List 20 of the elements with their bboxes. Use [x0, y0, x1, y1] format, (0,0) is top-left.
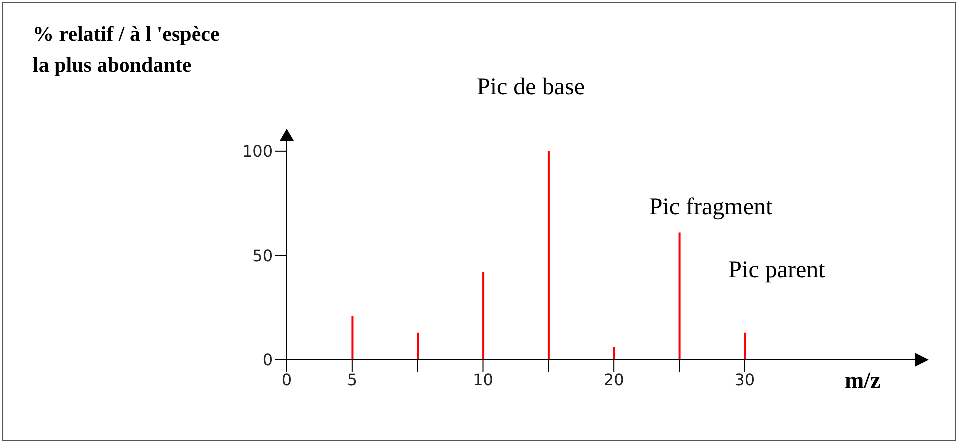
x-tick-label: 5: [347, 370, 358, 390]
y-tick-label: 0: [262, 350, 273, 370]
annotation: Pic fragment: [649, 194, 773, 222]
x-tick-label: 10: [473, 370, 494, 390]
y-tick-label: 100: [242, 142, 273, 162]
annotation: Pic parent: [728, 258, 826, 284]
bar: [548, 151, 550, 360]
bar: [482, 272, 485, 360]
y-axis-title: % relatif / à l 'espèce la plus abondante: [33, 21, 220, 79]
x-axis-title: m/z: [845, 368, 881, 394]
x-tick-label: 0: [282, 370, 292, 390]
bar: [744, 332, 746, 360]
bar: [613, 347, 616, 360]
text: Pic de base: [477, 74, 585, 102]
x-tick-label: 30: [734, 370, 756, 390]
bar: [678, 232, 681, 360]
bar: [417, 332, 420, 360]
bar: [352, 316, 354, 360]
y-tick-label: 50: [252, 246, 273, 266]
x-tick-label: 20: [604, 370, 624, 390]
